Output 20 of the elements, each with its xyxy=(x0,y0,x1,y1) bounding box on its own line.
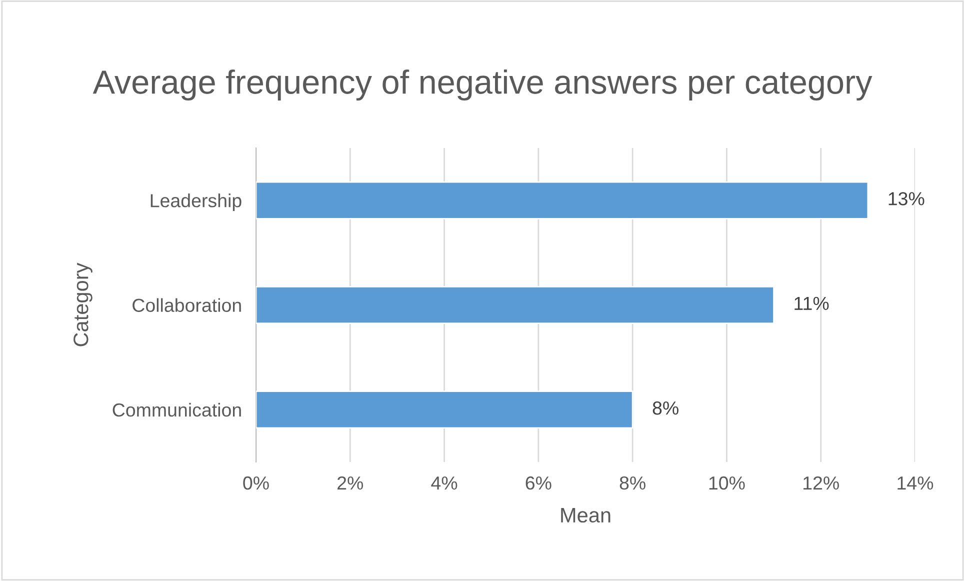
x-axis-title: Mean xyxy=(561,508,610,523)
x-tick-label: 14% xyxy=(898,476,934,490)
y-axis-title: Category xyxy=(74,262,92,346)
data-label: 8% xyxy=(652,401,678,415)
x-tick-label: 12% xyxy=(804,476,839,490)
bar xyxy=(256,181,869,220)
x-tick-label: 10% xyxy=(709,476,745,490)
data-label: 13% xyxy=(888,192,924,206)
y-tick-label: Communication xyxy=(112,402,241,417)
x-tick-label: 0% xyxy=(243,476,269,490)
bar xyxy=(256,390,634,429)
x-tick-label: 2% xyxy=(338,476,364,490)
data-label: 11% xyxy=(794,296,829,310)
bar xyxy=(256,286,774,324)
chart-title: Average frequency of negative answers per category xyxy=(92,69,872,101)
x-tick-label: 6% xyxy=(526,476,552,490)
x-tick-label: 4% xyxy=(431,476,458,490)
x-tick-label: 8% xyxy=(620,476,646,490)
y-tick-label: Collaboration xyxy=(132,298,241,312)
y-tick-label: Leadership xyxy=(150,194,242,212)
